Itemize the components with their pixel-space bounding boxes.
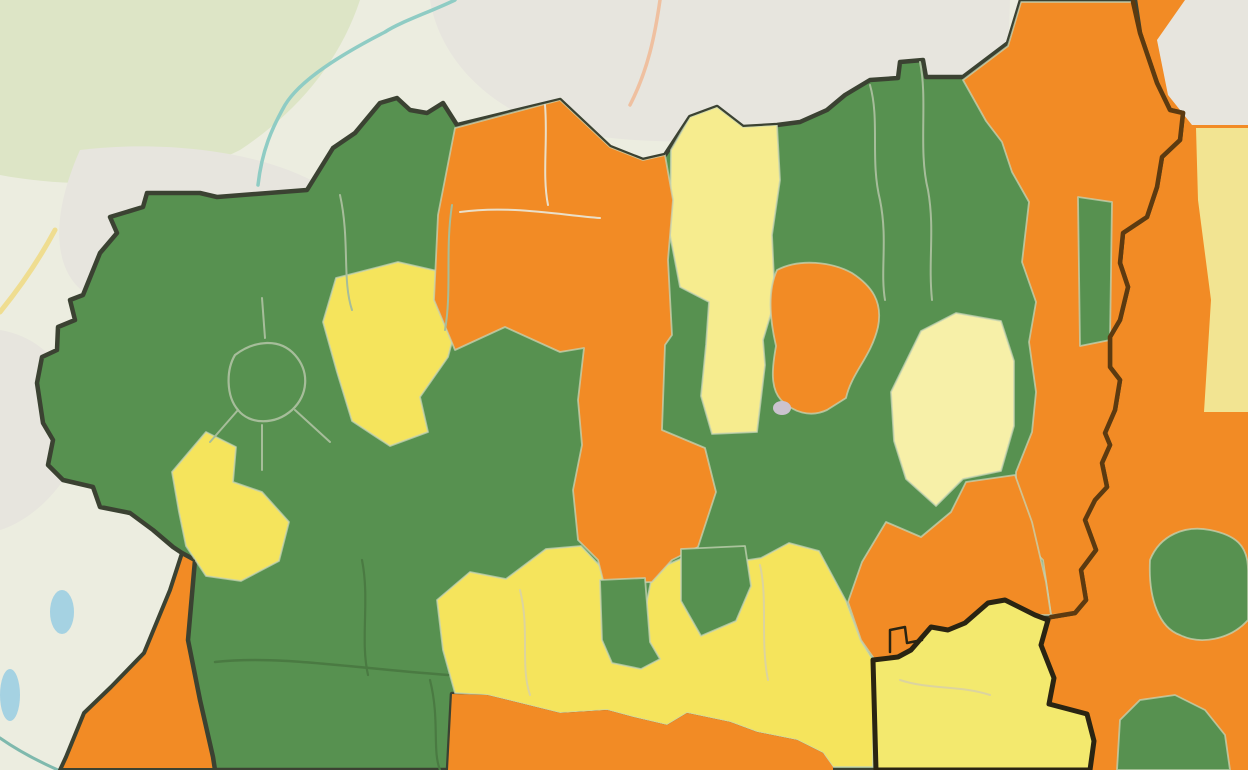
river	[256, 0, 457, 187]
municipality-yellow[interactable]	[171, 431, 290, 582]
municipal-line	[919, 61, 933, 301]
municipality-green[interactable]	[680, 545, 752, 637]
municipality-orange[interactable]	[433, 99, 717, 585]
municipality-south-orange[interactable]	[448, 694, 833, 770]
water-body	[50, 590, 74, 634]
province-main[interactable]	[34, 0, 1186, 770]
municipal-line	[339, 194, 453, 331]
municipality-east-green[interactable]	[1116, 694, 1231, 770]
basemap-corner-overlay	[1157, 0, 1248, 125]
town-spot	[773, 401, 791, 415]
basemap-terrain-patch	[0, 0, 360, 183]
province-southeast[interactable]	[870, 597, 1097, 770]
basemap-fields-overlay	[1196, 128, 1248, 412]
municipal-line	[209, 297, 331, 471]
municipal-line	[869, 84, 886, 301]
municipal-line-dark	[213, 658, 450, 677]
municipal-boundaries	[209, 61, 933, 770]
municipality-southeast-yellow[interactable]	[870, 597, 1097, 770]
municipal-line-yellow	[519, 564, 769, 696]
municipal-line-light	[459, 104, 601, 219]
province-east[interactable]	[1041, 0, 1248, 770]
municipal-line	[227, 341, 307, 423]
municipality-orange[interactable]	[769, 261, 880, 415]
municipality-green[interactable]	[1077, 196, 1113, 347]
road-orange	[628, 0, 662, 107]
road-yellow	[0, 227, 58, 315]
river-small	[0, 736, 60, 770]
municipal-line-dark	[360, 558, 442, 770]
municipality-green[interactable]	[599, 577, 661, 670]
municipality-east-green[interactable]	[1148, 527, 1248, 641]
province-border-east	[1048, 0, 1186, 620]
province-border-notch	[888, 625, 924, 654]
water-body	[0, 669, 20, 721]
municipal-line-yellow	[899, 679, 991, 696]
municipality-yellow[interactable]	[890, 312, 1015, 507]
